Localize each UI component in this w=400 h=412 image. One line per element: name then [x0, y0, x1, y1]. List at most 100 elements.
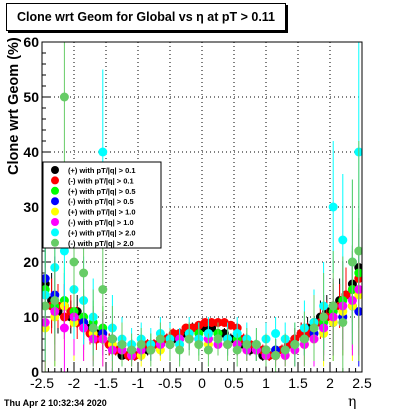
x-tick-label: 2.5 — [352, 375, 372, 391]
data-point — [290, 340, 300, 349]
data-point — [354, 307, 362, 316]
data-point — [50, 296, 60, 305]
legend-entry: (+) with pT/|q| > 0.5 — [51, 186, 136, 196]
x-tick-label: -1.5 — [94, 375, 118, 391]
timestamp: Thu Apr 2 10:32:34 2020 — [4, 398, 107, 408]
y-tick-label: 10 — [23, 309, 39, 325]
data-point — [59, 92, 69, 102]
legend-label: (+) with pT/|q| > 2.0 — [68, 228, 136, 237]
data-point — [213, 334, 223, 344]
legend: (+) with pT/|q| > 0.1(-) with pT/|q| > 0… — [42, 161, 162, 249]
legend-entry: (+) with pT/|q| > 0.1 — [51, 166, 136, 175]
x-tick-label: 1 — [262, 375, 270, 391]
x-tick-label: 0.5 — [224, 375, 244, 391]
data-point — [42, 274, 50, 283]
data-point — [175, 345, 185, 355]
legend-entry: (-) with pT/|q| > 1.0 — [51, 218, 134, 227]
series-8 — [42, 42, 362, 372]
legend-marker — [51, 166, 59, 174]
data-point — [69, 257, 79, 267]
data-point — [146, 345, 156, 355]
legend-entry: (-) with pT/|q| > 2.0 — [51, 238, 134, 248]
data-point — [127, 345, 137, 355]
data-point — [319, 312, 329, 322]
data-point — [155, 334, 165, 344]
legend-entry: (-) with pT/|q| > 0.1 — [51, 176, 134, 185]
plot-frame — [41, 41, 363, 373]
x-tick-label: 2 — [326, 375, 334, 391]
legend-entry: (-) with pT/|q| > 0.5 — [51, 197, 134, 206]
data-point — [280, 345, 290, 355]
legend-box — [42, 161, 162, 249]
y-tick-label: 20 — [23, 254, 39, 270]
data-point — [251, 340, 261, 349]
y-axis-label: Clone wrt Geom (%) — [6, 37, 22, 175]
data-point — [242, 340, 252, 349]
data-point — [328, 202, 338, 212]
legend-marker — [51, 228, 59, 237]
data-point — [98, 285, 108, 294]
x-tick-label: -2 — [68, 375, 81, 391]
chart-title: Clone wrt Geom for Global vs η at pT > 0… — [6, 3, 286, 31]
legend-marker — [51, 218, 59, 226]
legend-label: (-) with pT/|q| > 1.0 — [68, 218, 134, 227]
legend-label: (-) with pT/|q| > 0.5 — [68, 197, 134, 206]
legend-entry: (+) with pT/|q| > 2.0 — [51, 228, 136, 237]
data-point — [42, 301, 50, 311]
data-point — [232, 345, 242, 355]
legend-label: (-) with pT/|q| > 2.0 — [68, 239, 134, 248]
data-point — [88, 323, 98, 333]
data-point — [338, 318, 348, 327]
legend-marker — [51, 238, 59, 247]
legend-label: (-) with pT/|q| > 0.1 — [68, 176, 134, 185]
y-tick-label: 40 — [23, 144, 39, 160]
y-tick-label: 0 — [31, 364, 39, 380]
data-point — [165, 340, 175, 349]
data-point — [59, 246, 69, 256]
data-point — [42, 318, 50, 327]
x-tick-label: -2.5 — [30, 375, 54, 391]
data-point — [79, 268, 89, 278]
data-point — [338, 235, 348, 245]
data-point — [328, 301, 338, 311]
data-point — [117, 340, 127, 349]
y-tick-label: 30 — [23, 199, 39, 215]
data-point — [347, 257, 357, 267]
data-point — [200, 318, 210, 327]
legend-marker — [51, 207, 59, 216]
x-axis-label: η — [348, 394, 357, 410]
x-tick-label: 0 — [198, 375, 206, 391]
legend-marker — [51, 197, 59, 206]
data-point — [203, 345, 213, 355]
data-point — [354, 246, 362, 256]
data-point — [354, 268, 362, 278]
x-tick-label: -0.5 — [158, 375, 182, 391]
data-point — [223, 340, 233, 349]
x-tick-label: 1.5 — [288, 375, 308, 391]
y-tick-label: 50 — [23, 89, 39, 105]
data-point — [299, 334, 309, 344]
data-point — [271, 329, 281, 338]
data-point — [107, 334, 117, 344]
y-tick-label: 60 — [23, 34, 39, 50]
legend-entry: (+) with pT/|q| > 1.0 — [51, 207, 136, 217]
data-point — [354, 147, 362, 157]
legend-label: (+) with pT/|q| > 1.0 — [68, 208, 136, 217]
data-point — [309, 323, 319, 333]
data-point — [59, 323, 69, 333]
legend-marker — [51, 176, 59, 185]
data-point — [207, 318, 217, 327]
data-point — [98, 147, 108, 157]
legend-label: (+) with pT/|q| > 0.5 — [68, 187, 136, 196]
data-point — [271, 351, 281, 360]
legend-marker — [51, 186, 59, 195]
data-point — [261, 345, 271, 355]
data-point — [136, 340, 146, 349]
data-point — [354, 285, 362, 294]
data-point — [42, 290, 50, 300]
x-tick-label: -1 — [132, 375, 145, 391]
legend-label: (+) with pT/|q| > 0.1 — [68, 166, 136, 175]
data-point — [184, 334, 194, 344]
data-point — [194, 340, 204, 349]
